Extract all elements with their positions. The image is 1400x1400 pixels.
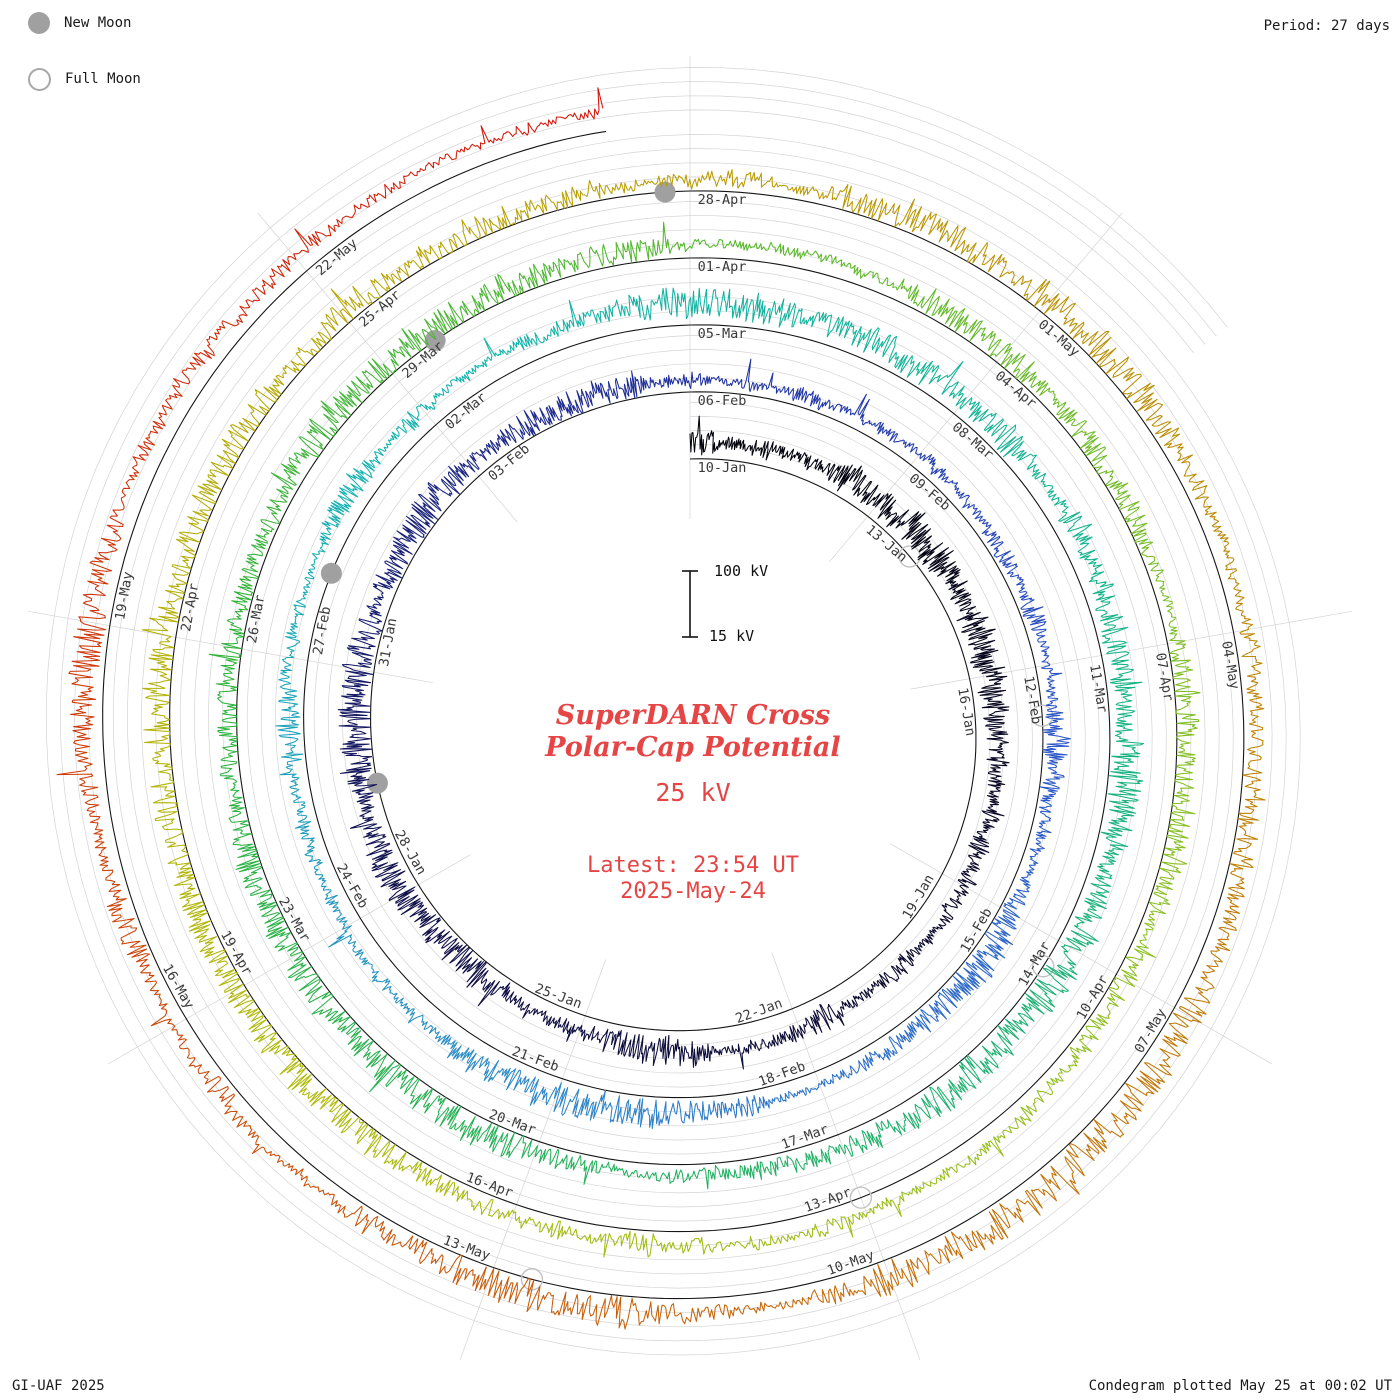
date-label: 04-May: [1218, 640, 1242, 691]
date-label: 22-Apr: [178, 582, 202, 633]
date-label: 21-Feb: [510, 1043, 561, 1075]
date-label: 13-May: [441, 1232, 492, 1264]
date-label: 07-Apr: [1152, 651, 1176, 702]
full-moon-icon: [28, 67, 51, 91]
date-label: 10-Jan: [698, 460, 747, 476]
date-label: 31-Jan: [376, 617, 400, 668]
date-label: 16-Apr: [464, 1169, 515, 1201]
scalebar-min-label: 15 kV: [709, 627, 755, 645]
chart-title-line2: Polar-Cap Potential: [545, 732, 841, 763]
date-label: 27-Feb: [310, 605, 334, 656]
date-label: 22-Jan: [733, 995, 784, 1027]
date-label: 07-May: [1131, 1006, 1169, 1056]
credit-label: GI-UAF 2025: [12, 1378, 105, 1394]
date-label: 25-Apr: [356, 287, 404, 331]
chart-title-line1: SuperDARN Cross: [555, 700, 831, 731]
legend-new-moon-label: New Moon: [64, 15, 132, 31]
date-label: 01-Apr: [698, 259, 747, 275]
plotted-label: Condegram plotted May 25 at 00:02 UT: [1088, 1378, 1392, 1394]
date-label: 05-Mar: [698, 326, 747, 342]
latest-time: Latest: 23:54 UT: [587, 853, 799, 878]
date-label: 28-Apr: [698, 192, 747, 208]
legend-new-moon: New Moon: [28, 8, 141, 38]
date-label: 19-May: [112, 570, 136, 621]
legend-full-moon-label: Full Moon: [65, 71, 141, 87]
latest-date: 2025-May-24: [620, 879, 766, 904]
date-label: 06-Feb: [698, 393, 747, 409]
date-label: 18-Feb: [756, 1058, 807, 1090]
date-label: 26-Mar: [244, 594, 268, 645]
moon-legend: New Moon Full Moon: [28, 8, 141, 120]
center-annotations: SuperDARN Cross Polar-Cap Potential 25 k…: [413, 700, 973, 905]
new-moon-icon: [28, 12, 50, 34]
latest-value: 25 kV: [655, 778, 731, 807]
legend-full-moon: Full Moon: [28, 64, 141, 94]
date-label: 14-Mar: [1015, 939, 1053, 989]
scalebar-max-label: 100 kV: [714, 562, 769, 580]
date-label: 11-Mar: [1086, 663, 1110, 714]
date-label: 12-Feb: [1020, 675, 1044, 726]
date-label: 25-Jan: [533, 981, 584, 1013]
period-label: Period: 27 days: [1263, 18, 1390, 34]
date-label: 17-Mar: [779, 1121, 830, 1153]
date-label: 10-Apr: [1073, 972, 1111, 1022]
